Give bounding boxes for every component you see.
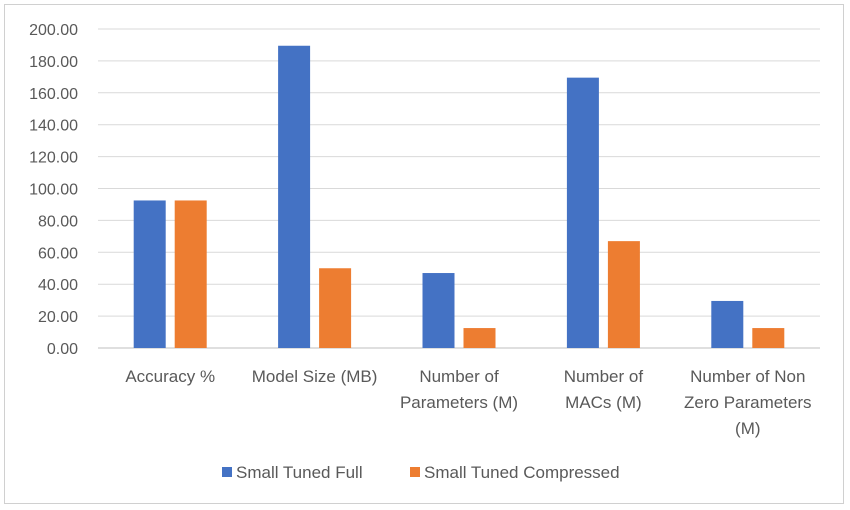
x-axis-category-labels: Accuracy % Model Size (MB) Number of Parame… [125, 367, 811, 438]
y-axis-tick-labels: 0.00 20.00 40.00 60.00 80.00 100.00 120.00 140.… [29, 22, 78, 358]
legend: Small Tuned Full Small Tuned Compressed [222, 463, 620, 482]
y-tick-label: 160.00 [29, 86, 78, 103]
x-category-label: MACs (M) [565, 393, 641, 412]
bars [133, 45, 785, 349]
y-tick-label: 40.00 [38, 277, 78, 294]
y-tick-label: 120.00 [29, 150, 78, 167]
bar-small-tuned-full-1 [278, 45, 311, 349]
bar-small-tuned-compressed-3 [607, 241, 640, 348]
legend-swatch [410, 467, 420, 477]
legend-label: Small Tuned Compressed [424, 463, 620, 482]
x-category-label: Number of [419, 367, 499, 386]
bar-small-tuned-full-3 [566, 77, 599, 349]
x-category-label: Accuracy % [125, 367, 215, 386]
y-tick-label: 20.00 [38, 309, 78, 326]
legend-label: Small Tuned Full [236, 463, 363, 482]
y-tick-label: 180.00 [29, 54, 78, 71]
y-tick-label: 140.00 [29, 118, 78, 135]
bar-small-tuned-compressed-0 [174, 200, 207, 348]
y-tick-label: 60.00 [38, 245, 78, 262]
y-tick-label: 200.00 [29, 22, 78, 39]
bar-small-tuned-compressed-2 [463, 328, 496, 348]
bar-small-tuned-compressed-1 [319, 268, 352, 348]
x-category-label: Number of Non [690, 367, 805, 386]
x-category-label: Number of [564, 367, 644, 386]
y-tick-label: 100.00 [29, 182, 78, 199]
x-category-label: Model Size (MB) [252, 367, 378, 386]
x-category-label: Zero Parameters [684, 393, 812, 412]
bar-small-tuned-full-4 [711, 300, 744, 348]
y-tick-label: 80.00 [38, 213, 78, 230]
bar-small-tuned-compressed-4 [752, 328, 785, 348]
x-category-label: (M) [735, 419, 760, 438]
y-tick-label: 0.00 [47, 341, 78, 358]
x-category-label: Parameters (M) [400, 393, 518, 412]
gridlines [98, 28, 820, 349]
legend-swatch [222, 467, 232, 477]
bar-small-tuned-full-2 [422, 273, 455, 348]
bar-small-tuned-full-0 [133, 200, 166, 348]
